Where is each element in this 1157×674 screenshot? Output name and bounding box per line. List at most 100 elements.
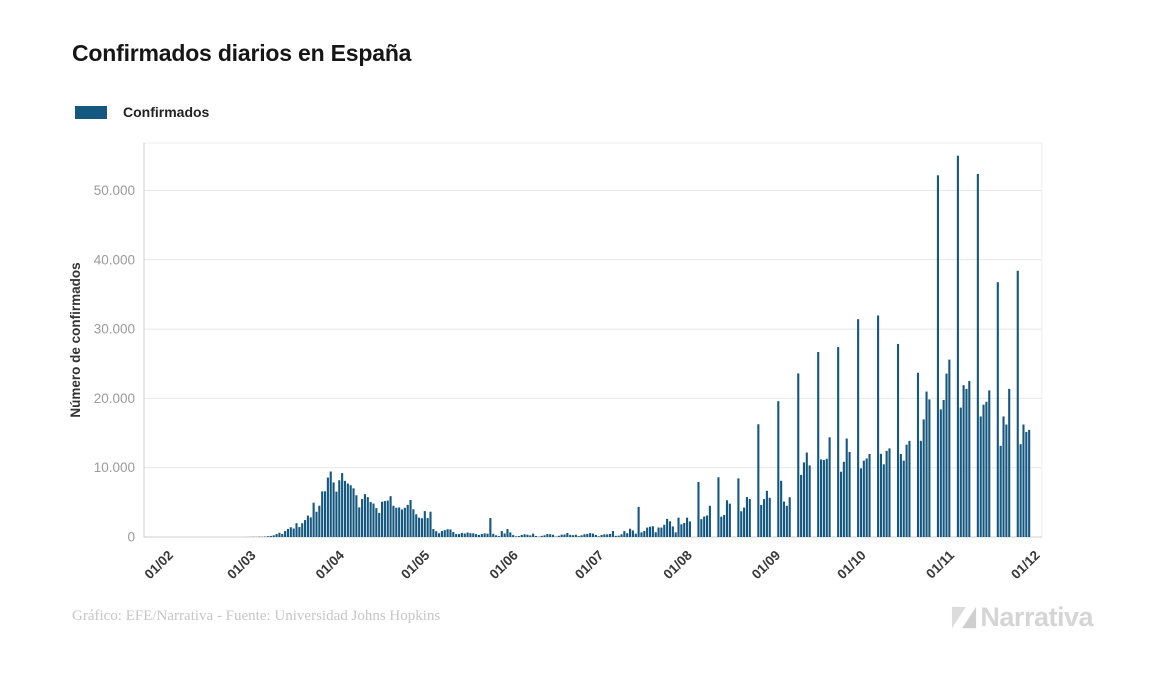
bar — [925, 391, 928, 537]
bar — [597, 536, 600, 537]
bar — [449, 529, 452, 537]
bar — [703, 516, 706, 537]
bar — [552, 534, 555, 537]
bar — [728, 503, 731, 537]
bar — [837, 347, 840, 537]
bar — [286, 528, 290, 537]
bar — [315, 511, 318, 537]
bar — [725, 500, 729, 537]
bar — [862, 460, 865, 537]
bar — [380, 501, 384, 537]
bar — [318, 505, 321, 537]
bar — [415, 514, 418, 537]
x-tick-label: 01/02 — [142, 548, 177, 583]
bar — [426, 518, 429, 537]
bar — [683, 522, 686, 537]
bar — [916, 372, 920, 537]
bar — [896, 343, 900, 537]
bar — [323, 491, 327, 537]
bar — [634, 533, 637, 537]
bar — [808, 465, 811, 537]
bar — [452, 532, 455, 537]
bar — [606, 534, 609, 537]
page-title: Confirmados diarios en España — [72, 40, 412, 66]
credit-text: Gráfico: EFE/Narrativa - Fuente: Univers… — [72, 608, 441, 624]
bar — [1019, 444, 1022, 537]
bar — [275, 534, 278, 537]
bar — [777, 401, 780, 537]
bar — [477, 534, 481, 537]
x-tick-label: 01/06 — [486, 547, 521, 582]
bar — [591, 533, 595, 537]
bar — [549, 534, 552, 537]
x-tick-label: 01/09 — [749, 548, 784, 583]
bar — [312, 502, 315, 537]
x-tick-label: 01/12 — [1008, 548, 1043, 583]
bar — [341, 473, 344, 537]
bar — [332, 482, 335, 537]
bar — [1028, 429, 1031, 537]
logo-text: Narrativa — [980, 602, 1093, 632]
bar — [631, 530, 634, 537]
bar — [800, 474, 803, 537]
bar — [375, 508, 378, 537]
bar — [497, 536, 500, 537]
bar — [460, 532, 463, 537]
bar — [962, 385, 965, 537]
bar — [440, 530, 443, 537]
bar — [848, 451, 851, 537]
bar — [617, 535, 620, 537]
bar — [717, 477, 720, 537]
y-tick-label: 50.000 — [94, 183, 135, 198]
bar — [298, 527, 301, 537]
bar — [534, 535, 538, 537]
bar — [740, 511, 743, 537]
bar — [266, 536, 270, 537]
legend-label: Confirmados — [123, 104, 210, 120]
x-tick-label: 01/10 — [834, 548, 869, 583]
bar — [979, 416, 982, 537]
bar — [743, 507, 746, 537]
legend: Confirmados — [75, 104, 209, 120]
bar — [589, 533, 592, 537]
bar — [700, 519, 703, 537]
bar — [865, 458, 868, 537]
bar — [620, 534, 623, 537]
bar — [885, 450, 888, 537]
bar — [574, 534, 577, 537]
bar — [705, 515, 709, 537]
bar — [532, 533, 535, 537]
bar — [646, 527, 649, 537]
bar — [780, 480, 783, 537]
bar — [942, 400, 945, 537]
bar — [480, 534, 483, 537]
bar — [668, 521, 672, 537]
bar — [469, 533, 472, 537]
bar — [358, 507, 361, 537]
bar — [651, 526, 654, 537]
x-tick-label: 01/03 — [224, 547, 259, 582]
bar — [472, 533, 475, 537]
bar — [517, 536, 520, 537]
bar — [626, 533, 629, 537]
bar — [985, 401, 988, 537]
bar — [1002, 416, 1005, 537]
bar — [435, 531, 438, 537]
bar — [500, 531, 503, 537]
bar — [828, 437, 831, 537]
bar — [363, 494, 366, 537]
bar — [503, 533, 506, 537]
bar — [326, 477, 329, 537]
bar — [580, 535, 583, 537]
bar — [386, 500, 389, 537]
bar — [520, 534, 523, 537]
bar — [802, 462, 806, 537]
bar — [857, 319, 860, 537]
bar — [797, 373, 800, 537]
bar — [529, 535, 532, 537]
bar — [945, 373, 948, 537]
bar — [657, 527, 660, 537]
bar — [928, 399, 931, 537]
bar — [506, 529, 509, 537]
